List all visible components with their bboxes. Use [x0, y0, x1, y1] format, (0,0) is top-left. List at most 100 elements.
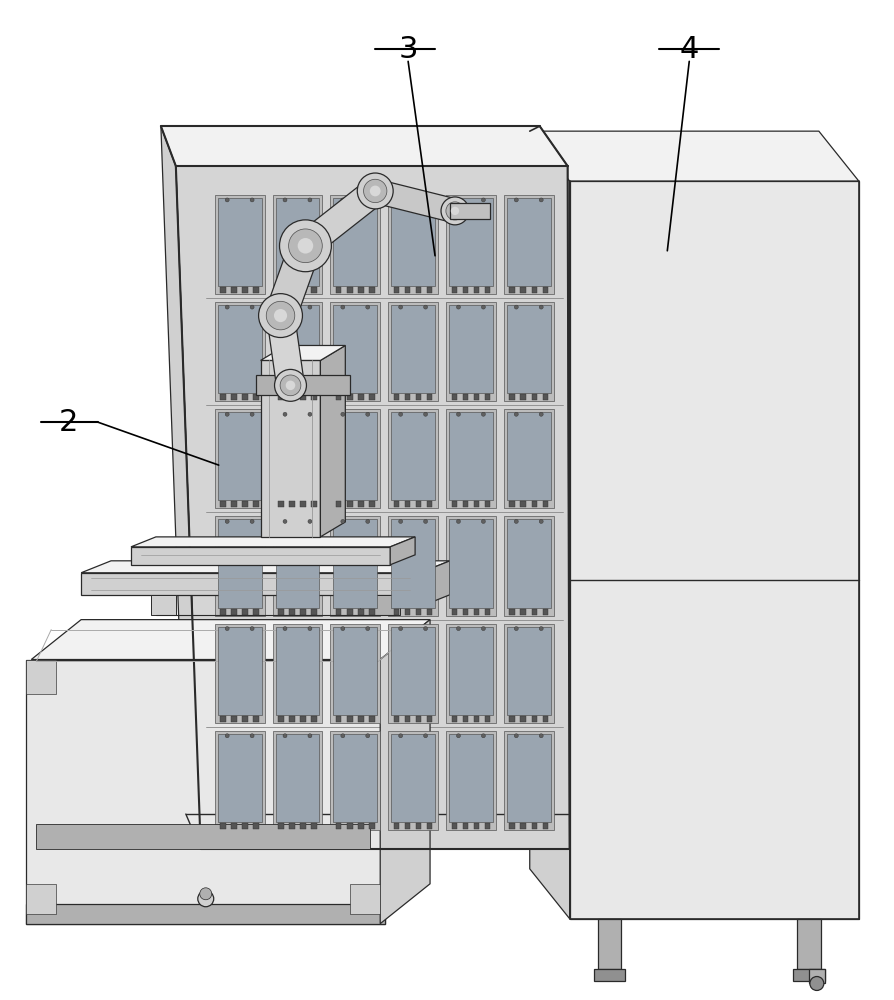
Circle shape	[341, 519, 344, 523]
Circle shape	[225, 305, 229, 309]
Circle shape	[398, 519, 402, 523]
Circle shape	[283, 305, 287, 309]
Circle shape	[514, 305, 518, 309]
Polygon shape	[462, 501, 468, 507]
Polygon shape	[388, 516, 437, 616]
Circle shape	[481, 519, 485, 523]
Polygon shape	[451, 287, 457, 293]
Polygon shape	[531, 609, 536, 615]
Polygon shape	[347, 287, 352, 293]
Polygon shape	[506, 198, 550, 286]
Polygon shape	[330, 731, 380, 830]
Polygon shape	[215, 731, 265, 830]
Polygon shape	[531, 823, 536, 829]
Polygon shape	[426, 501, 432, 507]
Circle shape	[451, 207, 459, 215]
Polygon shape	[485, 501, 490, 507]
Polygon shape	[266, 240, 320, 321]
Circle shape	[249, 627, 254, 631]
Polygon shape	[347, 716, 352, 722]
Circle shape	[456, 519, 460, 523]
Polygon shape	[449, 412, 493, 500]
Circle shape	[538, 734, 543, 738]
Circle shape	[481, 627, 485, 631]
Polygon shape	[256, 375, 350, 395]
Polygon shape	[473, 716, 478, 722]
Polygon shape	[220, 823, 225, 829]
Circle shape	[398, 734, 402, 738]
Polygon shape	[391, 519, 434, 608]
Polygon shape	[215, 409, 265, 508]
Polygon shape	[220, 287, 225, 293]
Polygon shape	[485, 823, 490, 829]
Polygon shape	[368, 394, 375, 400]
Polygon shape	[358, 394, 363, 400]
Circle shape	[288, 229, 322, 263]
Circle shape	[538, 198, 543, 202]
Polygon shape	[404, 501, 409, 507]
Polygon shape	[26, 660, 384, 924]
Polygon shape	[542, 394, 547, 400]
Polygon shape	[151, 595, 175, 615]
Circle shape	[456, 198, 460, 202]
Polygon shape	[445, 409, 495, 508]
Polygon shape	[393, 394, 399, 400]
Polygon shape	[26, 660, 56, 694]
Polygon shape	[449, 198, 493, 286]
Polygon shape	[253, 501, 258, 507]
Polygon shape	[161, 126, 200, 849]
Polygon shape	[299, 501, 306, 507]
Polygon shape	[131, 547, 390, 565]
Polygon shape	[311, 823, 316, 829]
Polygon shape	[278, 501, 283, 507]
Polygon shape	[404, 823, 409, 829]
Circle shape	[308, 519, 312, 523]
Polygon shape	[253, 609, 258, 615]
Polygon shape	[215, 302, 265, 401]
Polygon shape	[275, 734, 319, 822]
Polygon shape	[519, 501, 526, 507]
Circle shape	[481, 198, 485, 202]
Polygon shape	[473, 609, 478, 615]
Polygon shape	[278, 609, 283, 615]
Polygon shape	[542, 287, 547, 293]
Polygon shape	[404, 394, 409, 400]
Polygon shape	[426, 394, 432, 400]
Polygon shape	[391, 734, 434, 822]
Circle shape	[514, 627, 518, 631]
Polygon shape	[242, 287, 248, 293]
Circle shape	[538, 627, 543, 631]
Polygon shape	[416, 394, 421, 400]
Circle shape	[274, 309, 287, 322]
Polygon shape	[519, 823, 526, 829]
Circle shape	[283, 198, 287, 202]
Polygon shape	[273, 624, 322, 723]
Polygon shape	[473, 823, 478, 829]
Polygon shape	[388, 195, 437, 294]
Polygon shape	[333, 305, 376, 393]
Polygon shape	[445, 624, 495, 723]
Polygon shape	[593, 969, 625, 981]
Polygon shape	[393, 716, 399, 722]
Circle shape	[423, 627, 427, 631]
Polygon shape	[503, 409, 553, 508]
Polygon shape	[393, 287, 399, 293]
Circle shape	[398, 198, 402, 202]
Circle shape	[283, 734, 287, 738]
Polygon shape	[215, 624, 265, 723]
Polygon shape	[542, 716, 547, 722]
Circle shape	[308, 627, 312, 631]
Circle shape	[225, 519, 229, 523]
Polygon shape	[347, 394, 352, 400]
Polygon shape	[519, 716, 526, 722]
Polygon shape	[416, 716, 421, 722]
Polygon shape	[253, 394, 258, 400]
Polygon shape	[368, 287, 375, 293]
Polygon shape	[242, 394, 248, 400]
Polygon shape	[37, 824, 370, 849]
Polygon shape	[416, 823, 421, 829]
Polygon shape	[253, 823, 258, 829]
Circle shape	[481, 412, 485, 416]
Polygon shape	[393, 823, 399, 829]
Polygon shape	[273, 302, 322, 401]
